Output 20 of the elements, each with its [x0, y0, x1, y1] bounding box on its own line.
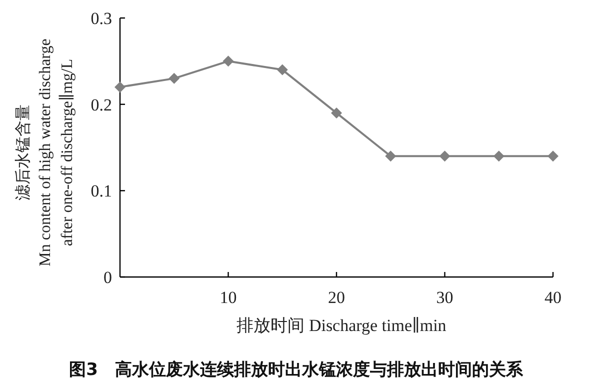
x-tick-label: 20 [328, 288, 345, 307]
x-tick-label: 30 [436, 288, 454, 307]
y-tick-label: 0.1 [90, 182, 112, 201]
x-tick-label: 10 [220, 288, 237, 307]
point [493, 150, 504, 162]
point [331, 107, 342, 118]
y-tick-label: 0.2 [90, 95, 112, 114]
point [548, 150, 558, 162]
point [222, 56, 234, 67]
point [439, 150, 450, 162]
point [276, 64, 288, 76]
y-axis-title: 滤后水锰含量 Mn content of high water discharge after one-off discharge∥mg/L [14, 38, 76, 266]
point [385, 150, 396, 162]
x-tick-label: 40 [544, 288, 562, 307]
x-axis-title: 排放时间 Discharge time∥min [236, 316, 447, 335]
point [114, 82, 126, 93]
point [168, 72, 180, 84]
y-tick-label: 0.3 [90, 9, 112, 28]
y-tick-label: 0 [104, 268, 112, 287]
text: 图3 高水位废水连续排放时出水锰浓度与排放出时间的关系 [69, 360, 524, 380]
